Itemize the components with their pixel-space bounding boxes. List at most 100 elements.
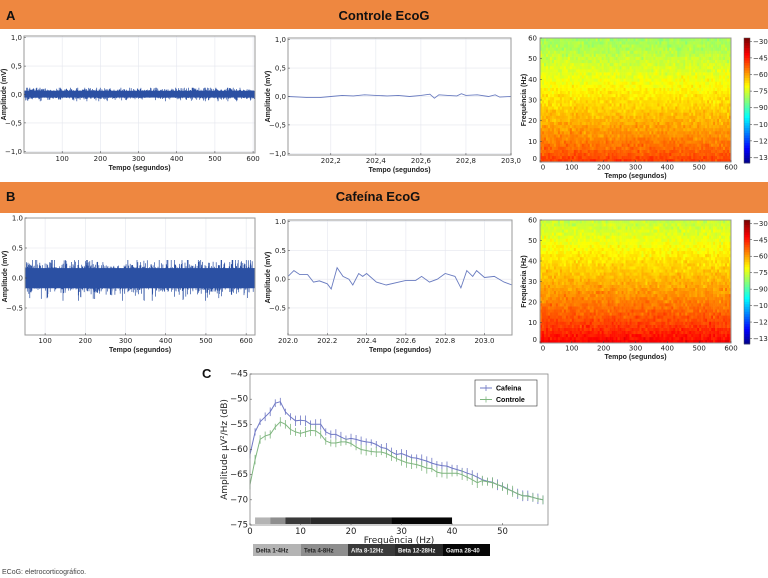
spectrogram-cell bbox=[631, 93, 634, 98]
spectrogram-cell bbox=[703, 62, 706, 67]
spectrogram-cell bbox=[613, 47, 616, 51]
spectrogram-cell bbox=[571, 50, 575, 54]
spectrogram-cell bbox=[540, 158, 543, 163]
spectrogram-cell bbox=[593, 56, 597, 60]
spectrogram-cell bbox=[577, 149, 581, 153]
spectrogram-cell bbox=[695, 53, 698, 57]
spectrogram-cell bbox=[603, 109, 606, 113]
spectrogram-cell bbox=[689, 75, 692, 79]
spectrogram-cell bbox=[719, 112, 722, 116]
spectrogram-cell bbox=[540, 149, 543, 153]
spectrogram-cell bbox=[693, 84, 696, 88]
spectrogram-cell bbox=[567, 140, 571, 144]
spectrogram-cell bbox=[729, 84, 732, 88]
spectrogram-cell bbox=[693, 112, 696, 116]
spectrogram-cell bbox=[711, 152, 714, 157]
spectrogram-cell bbox=[695, 78, 698, 82]
spectrogram-cell bbox=[693, 50, 696, 54]
spectrogram-cell bbox=[725, 44, 728, 48]
spectrogram-cell bbox=[617, 140, 620, 144]
spectrogram-cell bbox=[727, 112, 730, 116]
spectrogram-cell bbox=[583, 336, 587, 341]
spectrogram-cell bbox=[567, 235, 571, 239]
spectrogram-cell bbox=[695, 59, 698, 64]
spectrogram-cell bbox=[691, 81, 694, 85]
spectrogram-cell bbox=[673, 103, 676, 107]
spectrogram-cell bbox=[641, 158, 644, 163]
spectrogram-cell bbox=[603, 131, 606, 135]
spectrogram-cell bbox=[663, 140, 666, 144]
spectrogram-cell bbox=[713, 72, 716, 76]
spectrogram-cell bbox=[555, 143, 559, 147]
spectrogram-cell bbox=[543, 93, 547, 98]
spectrogram-cell bbox=[567, 106, 571, 110]
spectrogram-cell bbox=[609, 65, 612, 70]
spectrogram-cell bbox=[573, 226, 577, 230]
spectrogram-cell bbox=[589, 103, 593, 107]
spectrogram-cell bbox=[621, 140, 624, 144]
spectrogram-cell bbox=[567, 155, 571, 160]
spectrogram-cell bbox=[561, 134, 565, 138]
spectrogram-cell bbox=[637, 158, 640, 163]
spectrogram-cell bbox=[625, 78, 628, 82]
spectrogram-cell bbox=[683, 62, 686, 67]
spectrogram-cell bbox=[625, 41, 628, 45]
spectrogram-cell bbox=[577, 306, 581, 310]
spectrogram-cell bbox=[540, 78, 543, 82]
spectrogram-cell bbox=[653, 87, 656, 91]
spectrogram-cell bbox=[565, 303, 569, 307]
spectrogram-cell bbox=[573, 315, 577, 319]
spectrogram-cell bbox=[671, 38, 674, 42]
spectrogram-cell bbox=[617, 134, 620, 138]
spectrogram-cell bbox=[617, 143, 620, 147]
spectrogram-cell bbox=[727, 96, 730, 101]
spectrogram-cell bbox=[717, 38, 720, 42]
spectrogram-cell bbox=[561, 315, 565, 319]
spectrogram-cell bbox=[577, 81, 581, 85]
spectrogram-cell bbox=[540, 327, 543, 332]
spectrogram-cell bbox=[581, 44, 585, 48]
spectrogram-cell bbox=[555, 250, 559, 255]
spectrogram-cell bbox=[623, 78, 626, 82]
spectrogram-cell bbox=[689, 121, 692, 126]
spectrogram-cell bbox=[587, 78, 591, 82]
spectrogram-cell bbox=[581, 309, 585, 313]
spectrogram-cell bbox=[675, 127, 678, 132]
spectrogram-cell bbox=[641, 127, 644, 132]
spectrogram-cell bbox=[565, 327, 569, 332]
spectrogram-cell bbox=[595, 127, 598, 132]
spectrogram-cell bbox=[573, 333, 577, 338]
spectrogram-cell bbox=[643, 75, 646, 79]
spectrogram-cell bbox=[627, 47, 630, 51]
spectrogram-cell bbox=[549, 149, 553, 153]
spectrogram-cell bbox=[543, 244, 547, 248]
spectrogram-cell bbox=[599, 87, 602, 91]
spectrogram-cell bbox=[637, 44, 640, 48]
spectrogram-cell bbox=[677, 109, 680, 113]
spectrogram-cell bbox=[579, 336, 583, 341]
spectrogram-cell bbox=[623, 41, 626, 45]
spectrogram-cell bbox=[625, 124, 628, 129]
spectrogram-cell bbox=[540, 134, 543, 138]
spectrogram-cell bbox=[597, 146, 600, 150]
spectrogram-cell bbox=[681, 137, 684, 141]
spectrogram-cell bbox=[633, 59, 636, 64]
spectrogram-cell bbox=[717, 87, 720, 91]
spectrogram-cell bbox=[555, 56, 559, 60]
spectrogram-cell bbox=[653, 137, 656, 141]
spectrogram-cell bbox=[705, 75, 708, 79]
spectrogram-cell bbox=[673, 96, 676, 101]
spectrogram-cell bbox=[709, 118, 712, 122]
spectrogram-cell bbox=[581, 131, 585, 135]
spectrogram-cell bbox=[709, 121, 712, 126]
spectrogram-cell bbox=[669, 152, 672, 157]
spectrogram-cell bbox=[563, 53, 567, 57]
spectrogram-cell bbox=[703, 149, 706, 153]
spectrogram-cell bbox=[575, 44, 579, 48]
spectrogram-cell bbox=[703, 53, 706, 57]
spectrogram-cell bbox=[599, 41, 602, 45]
spectrogram-cell bbox=[729, 50, 732, 54]
spectrogram-cell bbox=[585, 87, 589, 91]
spectrogram-cell bbox=[567, 134, 571, 138]
